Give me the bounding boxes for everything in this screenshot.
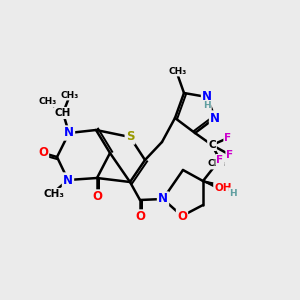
Text: F: F — [216, 155, 224, 165]
Text: CH₃: CH₃ — [44, 189, 64, 199]
Text: O: O — [92, 190, 102, 203]
Text: OH: OH — [214, 183, 232, 193]
Text: F: F — [226, 150, 234, 160]
Text: N: N — [202, 91, 212, 103]
Text: O: O — [135, 211, 145, 224]
Text: CH₃: CH₃ — [61, 91, 79, 100]
Text: CH: CH — [55, 108, 71, 118]
Text: CH₃: CH₃ — [39, 98, 57, 106]
Text: C: C — [208, 140, 216, 150]
Text: N: N — [210, 112, 220, 124]
Text: O: O — [38, 146, 48, 160]
Text: N: N — [158, 193, 168, 206]
Text: H: H — [203, 101, 211, 110]
Text: CH₃: CH₃ — [169, 67, 187, 76]
Text: S: S — [126, 130, 134, 143]
Text: O: O — [177, 209, 187, 223]
Text: N: N — [63, 173, 73, 187]
Text: H: H — [229, 188, 237, 197]
Text: CH₃: CH₃ — [208, 160, 226, 169]
Text: F: F — [224, 133, 232, 143]
Polygon shape — [203, 181, 224, 191]
Text: N: N — [64, 127, 74, 140]
